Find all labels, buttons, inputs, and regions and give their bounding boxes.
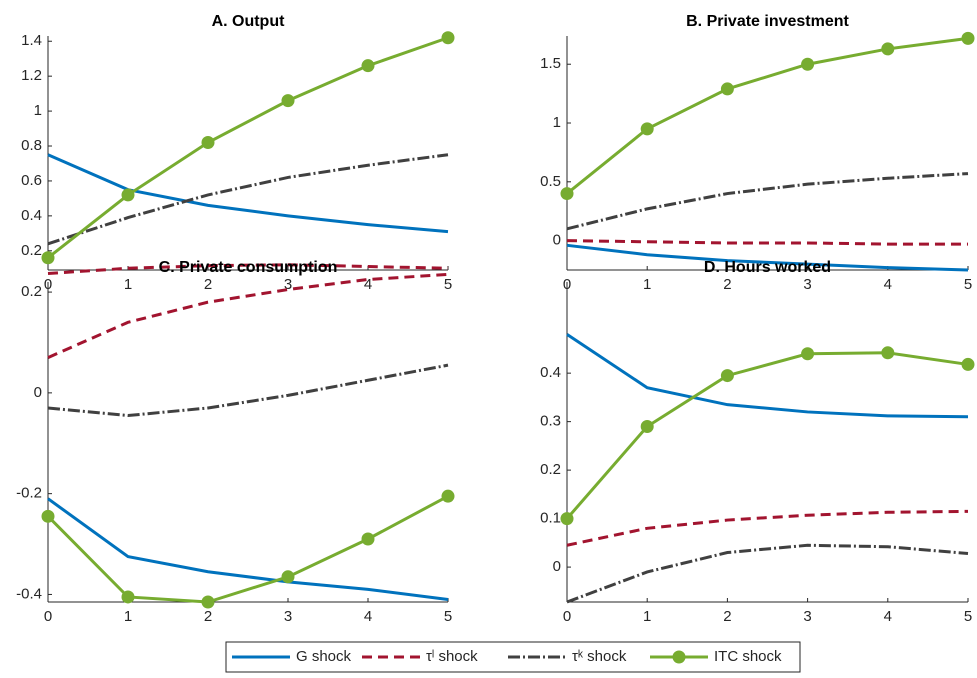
x-tick-label: 5 [444,608,452,625]
series-marker [640,122,654,136]
chart-title: C. Private consumption [159,259,338,276]
series-line [46,494,449,604]
series-marker [801,347,815,361]
legend-label: G shock [296,648,352,665]
legend-label: τˡ shock [426,648,478,665]
x-tick-label: 5 [444,276,452,293]
y-tick-label: 1.4 [21,32,42,49]
series-line [47,263,449,275]
y-tick-label: 1 [553,114,561,131]
legend-label: ITC shock [714,648,782,665]
series-marker [720,369,734,383]
x-tick-label: 1 [124,608,132,625]
y-tick-label: 1 [34,102,42,119]
legend-label: τᵏ shock [572,648,627,665]
y-tick-label: 0.2 [21,242,42,259]
series-marker [361,532,375,546]
y-tick-label: 0.1 [540,510,561,527]
x-tick-label: 2 [204,276,212,293]
y-tick-label: -0.4 [16,585,42,602]
x-tick-label: 2 [204,608,212,625]
series-marker [41,251,55,265]
y-tick-label: 0.5 [540,173,561,190]
legend-marker [672,650,686,664]
series-line [47,497,449,601]
series-line [566,243,969,272]
y-tick-label: 0.2 [540,461,561,478]
series-marker [281,94,295,108]
series-line [565,351,969,520]
y-tick-label: 0.8 [21,137,42,154]
x-tick-label: 3 [803,276,811,293]
series-marker [201,595,215,609]
y-tick-label: 0.3 [540,413,561,430]
x-tick-label: 2 [723,276,731,293]
series-line [47,36,449,259]
series-marker [121,590,135,604]
x-tick-label: 1 [643,608,651,625]
series-marker [881,346,895,360]
series-marker [640,419,654,433]
series-marker [881,42,895,56]
y-tick-label: 0 [553,232,561,249]
x-tick-label: 3 [803,608,811,625]
y-tick-label: -0.2 [16,485,42,502]
x-tick-label: 5 [964,276,972,293]
series-line [566,543,969,604]
series-line [566,172,969,231]
series-line [47,272,449,359]
series-marker [560,187,574,201]
x-tick-label: 2 [723,608,731,625]
y-tick-label: 1.2 [21,67,42,84]
series-marker [281,570,295,584]
chart-title: B. Private investment [686,13,849,30]
series-line [47,153,449,234]
x-tick-label: 4 [364,608,372,625]
y-tick-label: 0.6 [21,172,42,189]
series-marker [201,136,215,150]
x-tick-label: 3 [284,276,292,293]
series-marker [961,357,975,371]
x-tick-label: 0 [563,608,571,625]
series-marker [961,31,975,45]
x-tick-label: 4 [884,608,892,625]
series-line [47,153,449,246]
x-tick-label: 1 [124,276,132,293]
series-line [47,363,449,418]
y-tick-label: 0 [34,384,42,401]
series-marker [560,512,574,526]
chart-title: D. Hours worked [704,259,831,276]
chart-title: A. Output [212,13,286,30]
series-marker [361,59,375,73]
x-tick-label: 4 [364,276,372,293]
series-marker [41,509,55,523]
y-tick-label: 0.4 [540,364,561,381]
x-tick-label: 1 [643,276,651,293]
series-marker [121,188,135,202]
series-marker [720,82,734,96]
x-tick-label: 0 [44,608,52,625]
x-tick-label: 5 [964,608,972,625]
y-tick-label: 0.2 [21,283,42,300]
y-tick-label: 0.4 [21,207,42,224]
series-line [566,333,969,419]
x-tick-label: 4 [884,276,892,293]
series-marker [441,489,455,503]
series-marker [441,31,455,45]
x-tick-label: 3 [284,608,292,625]
series-line [566,239,968,246]
series-line [566,36,969,195]
series-line [566,509,969,547]
y-tick-label: 1.5 [540,55,561,72]
series-marker [801,57,815,71]
y-tick-label: 0 [553,558,561,575]
